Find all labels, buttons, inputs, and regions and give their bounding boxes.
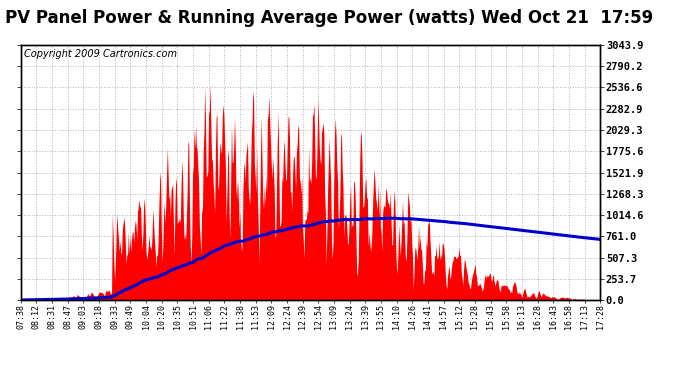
Text: Copyright 2009 Cartronics.com: Copyright 2009 Cartronics.com (23, 49, 177, 59)
Text: Total PV Panel Power & Running Average Power (watts) Wed Oct 21  17:59: Total PV Panel Power & Running Average P… (0, 9, 653, 27)
